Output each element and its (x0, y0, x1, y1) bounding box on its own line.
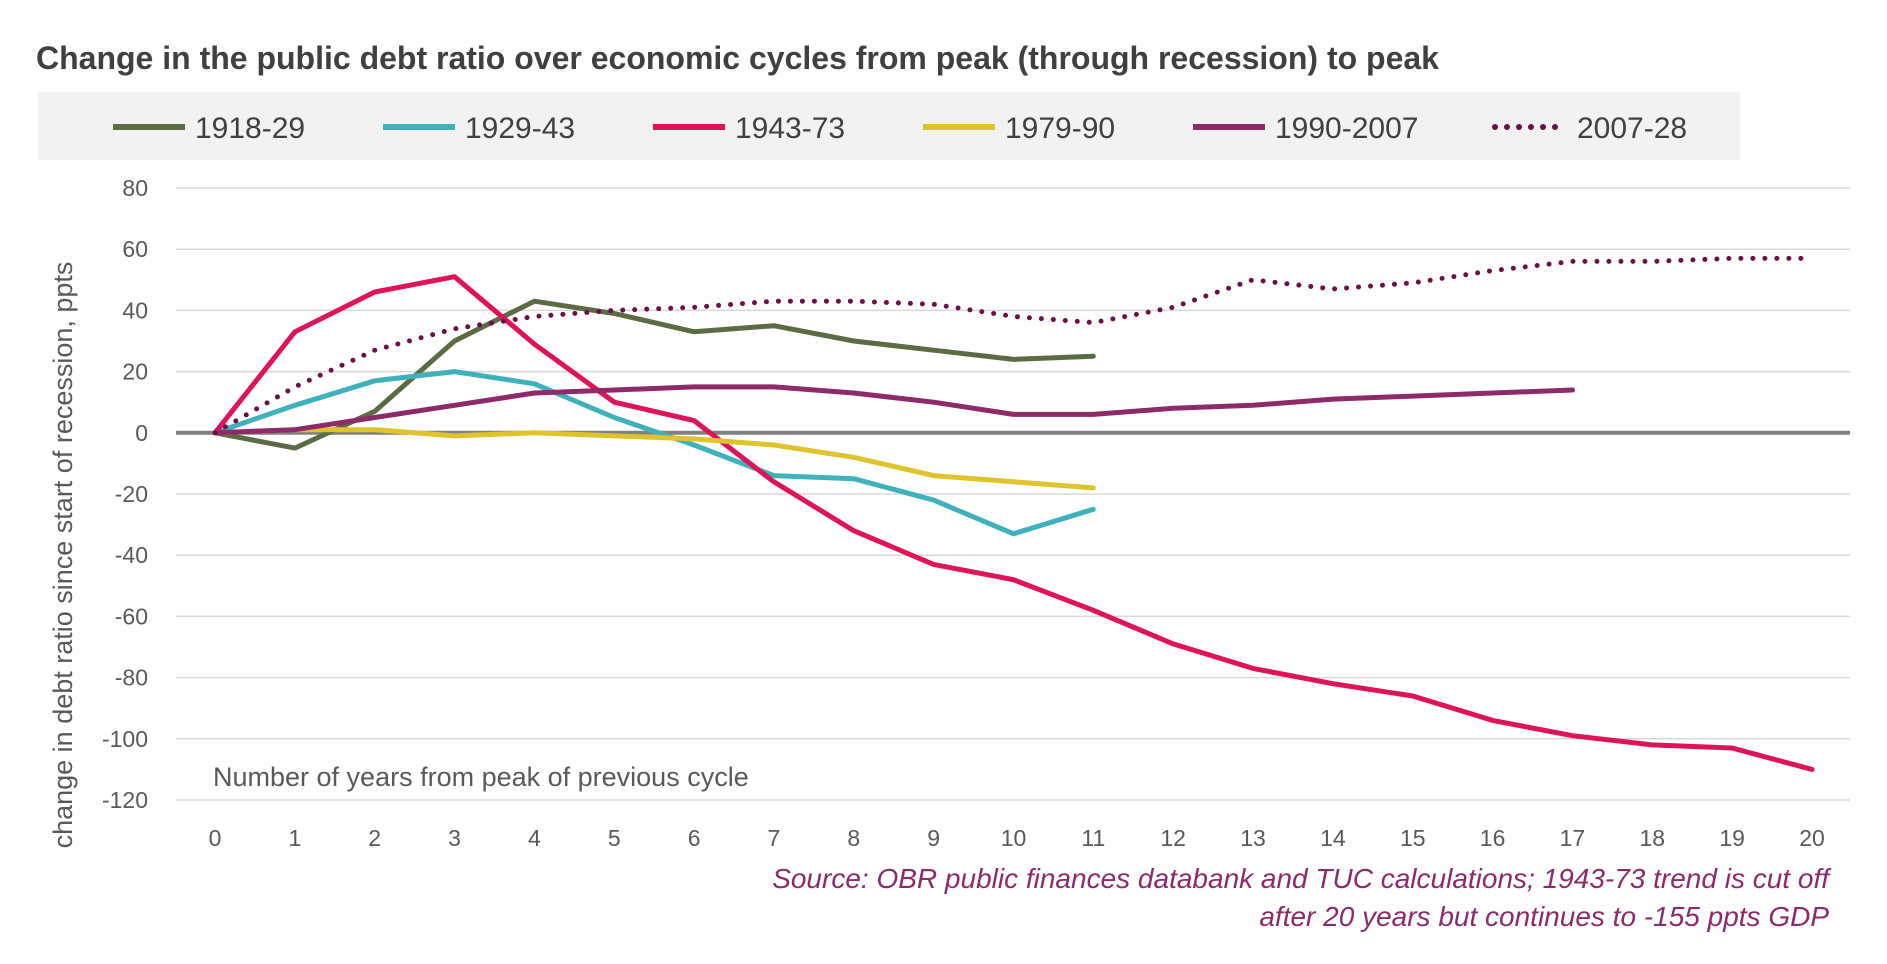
legend-label-1979-90: 1979-90 (1005, 112, 1115, 145)
x-tick-label: 8 (847, 825, 860, 851)
gridlines (176, 187, 1850, 801)
y-tick-label: -120 (102, 787, 148, 813)
x-axis-label: Number of years from peak of previous cy… (213, 762, 749, 792)
series-lines (212, 255, 1815, 772)
y-tick-label: 0 (135, 420, 148, 446)
y-tick-label: 60 (122, 236, 148, 262)
x-tick-label: 2 (368, 825, 381, 851)
series-line-1929-43 (212, 369, 1096, 537)
x-tick-label: 10 (1001, 825, 1027, 851)
legend-label-1929-43: 1929-43 (465, 112, 575, 145)
x-tick-label: 18 (1640, 825, 1666, 851)
x-tick-label: 20 (1799, 825, 1825, 851)
y-tick-label: 20 (122, 359, 148, 385)
x-tick-label: 15 (1400, 825, 1426, 851)
y-tick-label: -20 (115, 481, 148, 507)
y-tick-label: -60 (115, 603, 148, 629)
x-tick-label: 5 (608, 825, 621, 851)
legend-label-1918-29: 1918-29 (195, 112, 305, 145)
legend-label-2007-28: 2007-28 (1577, 112, 1687, 145)
legend-label-1990-2007: 1990-2007 (1275, 112, 1418, 145)
x-tick-label: 9 (927, 825, 940, 851)
y-tick-label: -40 (115, 542, 148, 568)
x-tick-label: 7 (768, 825, 781, 851)
series-line-1990-2007 (212, 384, 1575, 436)
y-tick-label: -80 (115, 665, 148, 691)
y-tick-label: -100 (102, 726, 148, 752)
series-line-2007-28 (212, 255, 1815, 436)
series-line-1979-90 (212, 427, 1096, 491)
x-tick-label: 0 (209, 825, 222, 851)
x-tick-label: 6 (688, 825, 701, 851)
x-tick-label: 16 (1480, 825, 1506, 851)
source-line-2: after 20 years but continues to -155 ppt… (1259, 901, 1829, 932)
source-note: Source: OBR public finances databank and… (772, 860, 1829, 936)
legend-label-1943-73: 1943-73 (735, 112, 845, 145)
y-tick-label: 80 (122, 175, 148, 201)
series-line-1943-73 (212, 274, 1815, 772)
x-tick-label: 11 (1081, 825, 1105, 851)
y-tick-label: 40 (122, 297, 148, 323)
x-tick-label: 17 (1560, 825, 1586, 851)
x-tick-label: 14 (1320, 825, 1346, 851)
x-tick-label: 19 (1719, 825, 1745, 851)
x-tick-label: 3 (448, 825, 461, 851)
x-tick-label: 13 (1240, 825, 1266, 851)
legend-entries: 1918-29 1929-43 1943-73 1979-90 1990-2007 200… (113, 112, 1687, 145)
y-axis-label: change in debt ratio since start of rece… (48, 262, 78, 849)
x-tick-label: 12 (1160, 825, 1186, 851)
legend (38, 92, 1740, 160)
x-tick-label: 4 (528, 825, 541, 851)
chart-title: Change in the public debt ratio over eco… (36, 40, 1439, 76)
series-line-1918-29 (212, 298, 1096, 451)
source-line-1: Source: OBR public finances databank and… (772, 863, 1829, 894)
x-tick-label: 1 (288, 825, 301, 851)
